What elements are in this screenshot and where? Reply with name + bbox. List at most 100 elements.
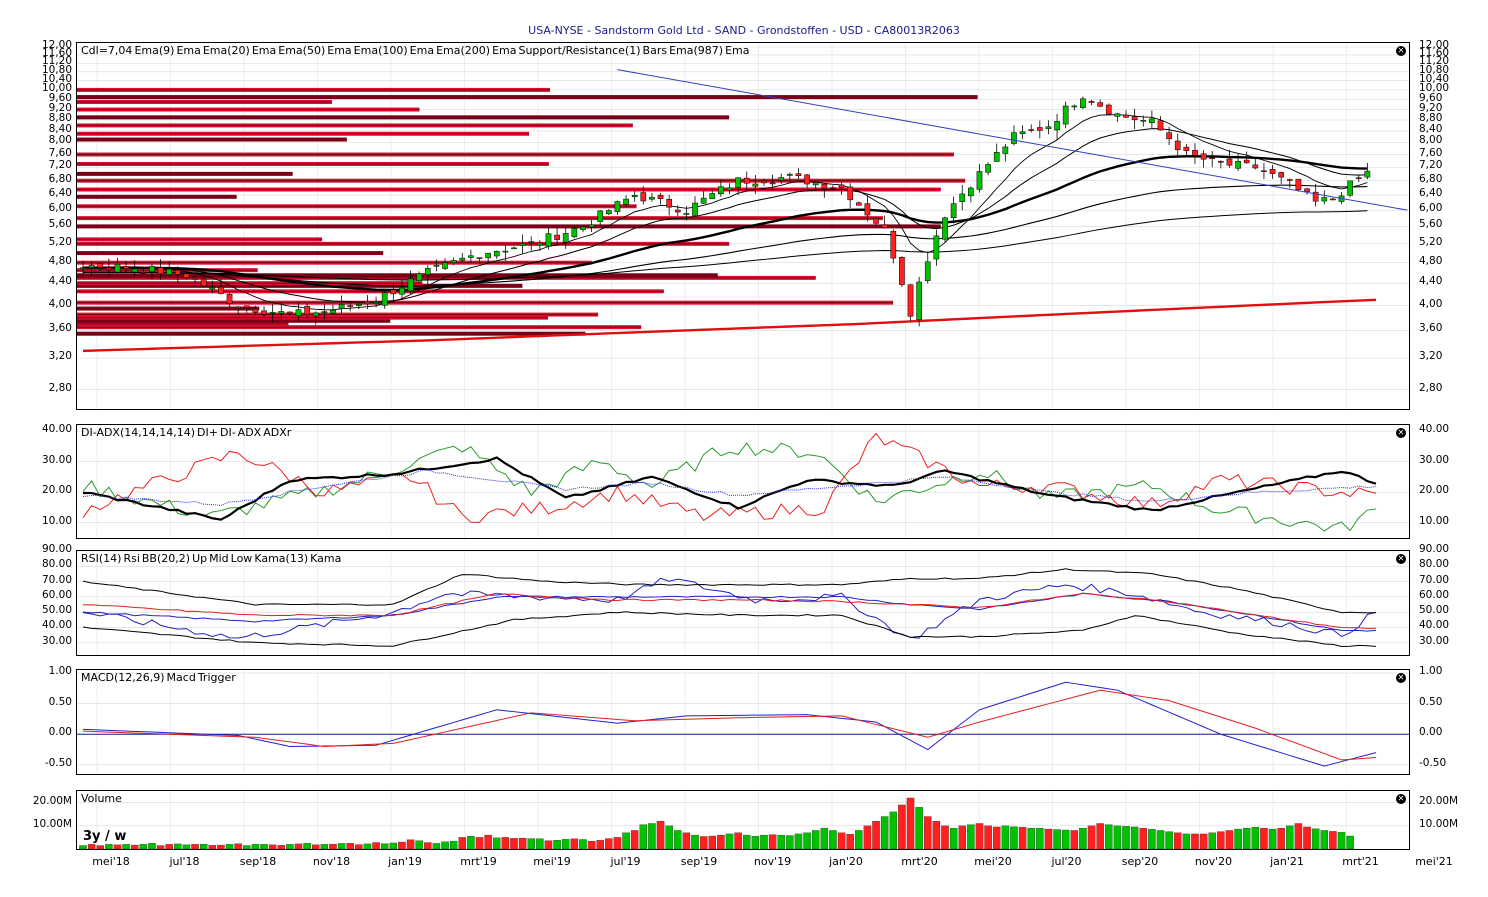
candle-body [278,311,285,314]
candle-body [709,193,716,200]
candle-body [881,224,888,229]
resistance-bar-core [77,133,530,135]
close-panel-icon[interactable]: ✕ [1396,794,1406,804]
resistance-bar-core [77,217,883,219]
resistance-bar-core [77,333,586,335]
series-adxr-line [82,468,1377,506]
candle-body [1123,114,1129,118]
volume-bar [199,843,208,849]
legend-item: DI- [219,426,236,439]
volume-bar [742,834,751,849]
price-panel[interactable]: Cdl=7,04 Ema(9) Ema Ema(20) Ema Ema(50) Ema Ema… [76,42,1410,410]
resistance-bar-core [77,96,978,98]
y-tick-label: 10.00M [1419,817,1459,830]
volume-bar [1165,831,1173,849]
y-tick-label: 4,40 [48,275,72,288]
x-tick-label: nov'19 [753,855,792,868]
volume-panel[interactable]: Volume 3y / w ✕ [76,790,1410,850]
volume-bar [958,825,966,849]
close-panel-icon[interactable]: ✕ [1396,673,1406,683]
y-tick-label: 10.00 [41,514,72,527]
resistance-bar-core [77,124,633,126]
y-tick-label: 10,00 [41,81,72,94]
candle-body [347,305,354,307]
volume-bar [389,842,398,849]
legend-item: Rsi [123,552,140,565]
legend-item: Ema [409,44,435,57]
candle-body [97,263,104,268]
volume-bar [656,821,665,849]
volume-bar [320,844,329,849]
volume-bar [501,837,510,849]
volume-bar [1173,832,1182,849]
y-tick-label: 6,80 [48,172,72,185]
volume-bar [1061,829,1070,849]
volume-bar [380,843,389,849]
volume-bar [251,844,260,849]
volume-bar [1105,824,1113,849]
close-panel-icon[interactable]: ✕ [1396,428,1406,438]
close-panel-icon[interactable]: ✕ [1396,554,1406,564]
volume-bar [139,844,148,849]
legend-item: MACD(12,26,9) [81,671,165,684]
y-tick-label: 1.00 [1419,665,1443,678]
volume-bar [855,830,863,849]
volume-bar [984,825,992,849]
legend-item: ADXr [263,426,292,439]
candle-body [1080,98,1086,108]
candle-body [493,251,500,257]
adx-panel[interactable]: DI-ADX(14,14,14,14) DI+ DI- ADX ADXr ✕ [76,424,1410,539]
legend-item: Ema(200) [436,44,491,57]
y-tick-label: 2,80 [48,381,72,394]
candle-body [726,187,733,191]
candle-body [1036,127,1043,131]
candle-body [399,287,405,295]
macd-panel[interactable]: MACD(12,26,9) Macd Trigger ✕ [76,669,1410,775]
volume-bar [1294,823,1303,849]
resistance-bar-core [77,238,323,240]
volume-bar [639,824,648,849]
candle-body [692,202,698,216]
candle-body [468,255,474,258]
volume-bar [811,830,820,849]
trendline [617,69,1408,211]
volume-bar [1242,827,1251,849]
volume-bar [156,845,165,849]
candle-body [407,278,414,292]
candle-body [1062,105,1069,125]
legend-item: Ema(100) [353,44,408,57]
candle-body [683,213,690,215]
series-rsi-line [82,577,1377,639]
y-tick-label: 4,80 [48,254,72,267]
rsi-panel[interactable]: RSI(14) Rsi BB(20,2) Up Mid Low Kama(13) Kama ✕ [76,550,1410,656]
legend-item: Trigger [197,671,236,684]
y-tick-label: 40.00 [41,423,72,436]
candle-body [424,268,431,275]
volume-bar [217,844,225,849]
volume-bar [1053,829,1061,849]
resistance-bar-core [77,109,420,111]
volume-bar [544,840,553,849]
candle-body [1235,161,1241,169]
y-tick-label: 50.00 [1419,604,1450,617]
candle-body [149,265,155,273]
volume-y-axis-left: 20.00M 10.00M [2,790,74,848]
x-tick-label: mrt'21 [1342,855,1379,868]
candle-body [338,304,345,309]
legend-item: BB(20,2) [141,552,191,565]
legend-item: Ema [492,44,517,57]
volume-bar [1191,833,1199,849]
volume-chart-svg [77,791,1409,849]
volume-bar [1036,827,1044,849]
y-tick-label: 6,40 [48,186,72,199]
volume-bar [1156,830,1165,849]
candle-body [588,224,595,228]
candle-body [88,264,95,268]
close-panel-icon[interactable]: ✕ [1396,46,1406,56]
volume-bar [605,838,613,849]
y-tick-label: 10.00 [1419,514,1450,527]
y-tick-label: 80.00 [1419,558,1450,571]
volume-bar [182,844,191,849]
resistance-bar-core [77,302,894,304]
x-tick-label: nov'20 [1194,855,1233,868]
